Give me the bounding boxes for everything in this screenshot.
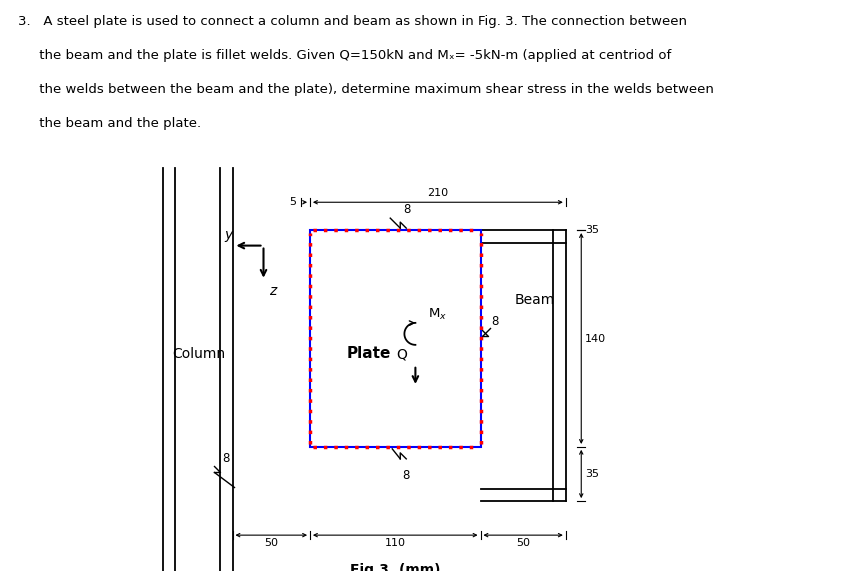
Text: 110: 110 [385,538,406,548]
Text: Plate: Plate [347,347,391,361]
Text: Q: Q [396,348,407,362]
Text: 35: 35 [586,225,599,235]
Text: Beam: Beam [515,293,555,307]
Text: 35: 35 [586,469,599,479]
Text: 8: 8 [222,452,230,465]
Text: y: y [224,228,233,242]
Text: 140: 140 [586,333,606,344]
Text: 8: 8 [402,469,410,482]
Text: Fig.3. (mm): Fig.3. (mm) [350,563,440,571]
Text: 210: 210 [428,188,448,198]
Text: 5: 5 [289,197,296,207]
Text: z: z [269,284,277,297]
Text: 8: 8 [404,203,410,216]
Text: 50: 50 [264,538,278,548]
Text: the beam and the plate.: the beam and the plate. [18,117,201,130]
Bar [310,230,481,447]
Text: the beam and the plate is fillet welds. Given Q=150kN and Mₓ= -5kN-m (applied at: the beam and the plate is fillet welds. … [18,49,671,62]
Text: 8: 8 [492,315,498,328]
Text: 50: 50 [516,538,530,548]
Text: M$_x$: M$_x$ [428,307,447,322]
Text: 3.   A steel plate is used to connect a column and beam as shown in Fig. 3. The : 3. A steel plate is used to connect a co… [18,15,687,28]
Text: the welds between the beam and the plate), determine maximum shear stress in the: the welds between the beam and the plate… [18,83,714,96]
Text: Column: Column [172,347,225,361]
